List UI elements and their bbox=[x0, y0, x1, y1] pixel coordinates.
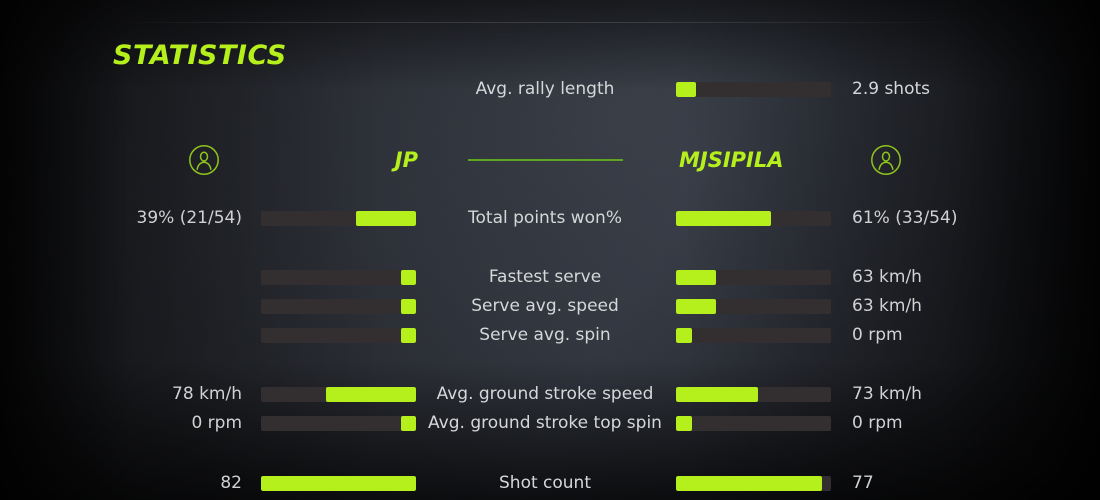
stat-row: 0 rpm Avg. ground stroke top spin 0 rpm bbox=[0, 410, 1100, 436]
stat-left-bar-fill bbox=[355, 211, 416, 226]
stat-row: Serve avg. spin 0 rpm bbox=[0, 322, 1100, 348]
stat-right-value: 0 rpm bbox=[852, 413, 903, 433]
stat-right-bar bbox=[676, 416, 831, 431]
avg-rally-length-row: Avg. rally length 2.9 shots bbox=[0, 76, 1100, 102]
page-title: STATISTICS bbox=[113, 40, 287, 71]
player-divider bbox=[468, 159, 623, 161]
stat-right-bar-fill bbox=[676, 328, 692, 343]
stat-label: Shot count bbox=[499, 473, 591, 493]
avg-rally-length-value: 2.9 shots bbox=[852, 79, 930, 99]
player-left-name: JP bbox=[394, 148, 418, 172]
stat-row: 78 km/h Avg. ground stroke speed 73 km/h bbox=[0, 381, 1100, 407]
stat-left-bar bbox=[261, 416, 416, 431]
user-avatar-icon[interactable] bbox=[188, 144, 220, 176]
stat-label: Serve avg. speed bbox=[471, 296, 619, 316]
stat-right-value: 63 km/h bbox=[852, 267, 922, 287]
stat-left-value: 0 rpm bbox=[191, 413, 242, 433]
user-avatar-icon[interactable] bbox=[870, 144, 902, 176]
stat-right-bar-fill bbox=[676, 299, 717, 314]
stat-left-value: 39% (21/54) bbox=[136, 208, 242, 228]
stat-right-value: 77 bbox=[852, 473, 874, 493]
stat-left-bar-fill bbox=[400, 299, 416, 314]
stat-left-bar-fill bbox=[400, 270, 416, 285]
stat-left-bar bbox=[261, 387, 416, 402]
stat-right-bar bbox=[676, 270, 831, 285]
stat-left-value: 78 km/h bbox=[172, 384, 242, 404]
stat-right-value: 61% (33/54) bbox=[852, 208, 958, 228]
stat-left-bar-fill bbox=[261, 476, 416, 491]
stat-label: Serve avg. spin bbox=[479, 325, 611, 345]
stat-right-bar-fill bbox=[676, 476, 822, 491]
stat-left-value: 82 bbox=[220, 473, 242, 493]
stat-right-value: 63 km/h bbox=[852, 296, 922, 316]
stat-right-bar-fill bbox=[676, 416, 692, 431]
stat-left-bar-fill bbox=[400, 328, 416, 343]
player-right-name: MJSIPILA bbox=[679, 148, 784, 172]
stat-label: Avg. ground stroke top spin bbox=[428, 413, 662, 433]
stat-left-bar-fill bbox=[326, 387, 416, 402]
stat-row: Serve avg. speed 63 km/h bbox=[0, 293, 1100, 319]
stat-right-value: 73 km/h bbox=[852, 384, 922, 404]
avg-rally-length-bar-fill bbox=[676, 82, 697, 97]
stat-left-bar-fill bbox=[400, 416, 416, 431]
stat-left-bar bbox=[261, 211, 416, 226]
stat-left-bar bbox=[261, 299, 416, 314]
stat-label: Fastest serve bbox=[488, 267, 602, 287]
player-header-row: JP MJSIPILA bbox=[0, 140, 1100, 180]
stat-right-bar bbox=[676, 387, 831, 402]
stat-row: 39% (21/54) Total points won% 61% (33/54) bbox=[0, 205, 1100, 231]
stat-right-bar bbox=[676, 299, 831, 314]
stat-right-bar-fill bbox=[676, 387, 759, 402]
avg-rally-length-label: Avg. rally length bbox=[475, 79, 615, 99]
stat-row: Fastest serve 63 km/h bbox=[0, 264, 1100, 290]
stat-label: Avg. ground stroke speed bbox=[436, 384, 654, 404]
stat-right-bar bbox=[676, 211, 831, 226]
stat-right-bar-fill bbox=[676, 270, 717, 285]
header-divider bbox=[116, 22, 976, 23]
stat-left-bar bbox=[261, 270, 416, 285]
stat-row: 82 Shot count 77 bbox=[0, 470, 1100, 496]
stat-label: Total points won% bbox=[468, 208, 622, 228]
stat-left-bar bbox=[261, 328, 416, 343]
stat-right-bar bbox=[676, 476, 831, 491]
stat-right-bar-fill bbox=[676, 211, 771, 226]
avg-rally-length-bar bbox=[676, 82, 831, 97]
stat-right-bar bbox=[676, 328, 831, 343]
stat-right-value: 0 rpm bbox=[852, 325, 903, 345]
stat-left-bar bbox=[261, 476, 416, 491]
